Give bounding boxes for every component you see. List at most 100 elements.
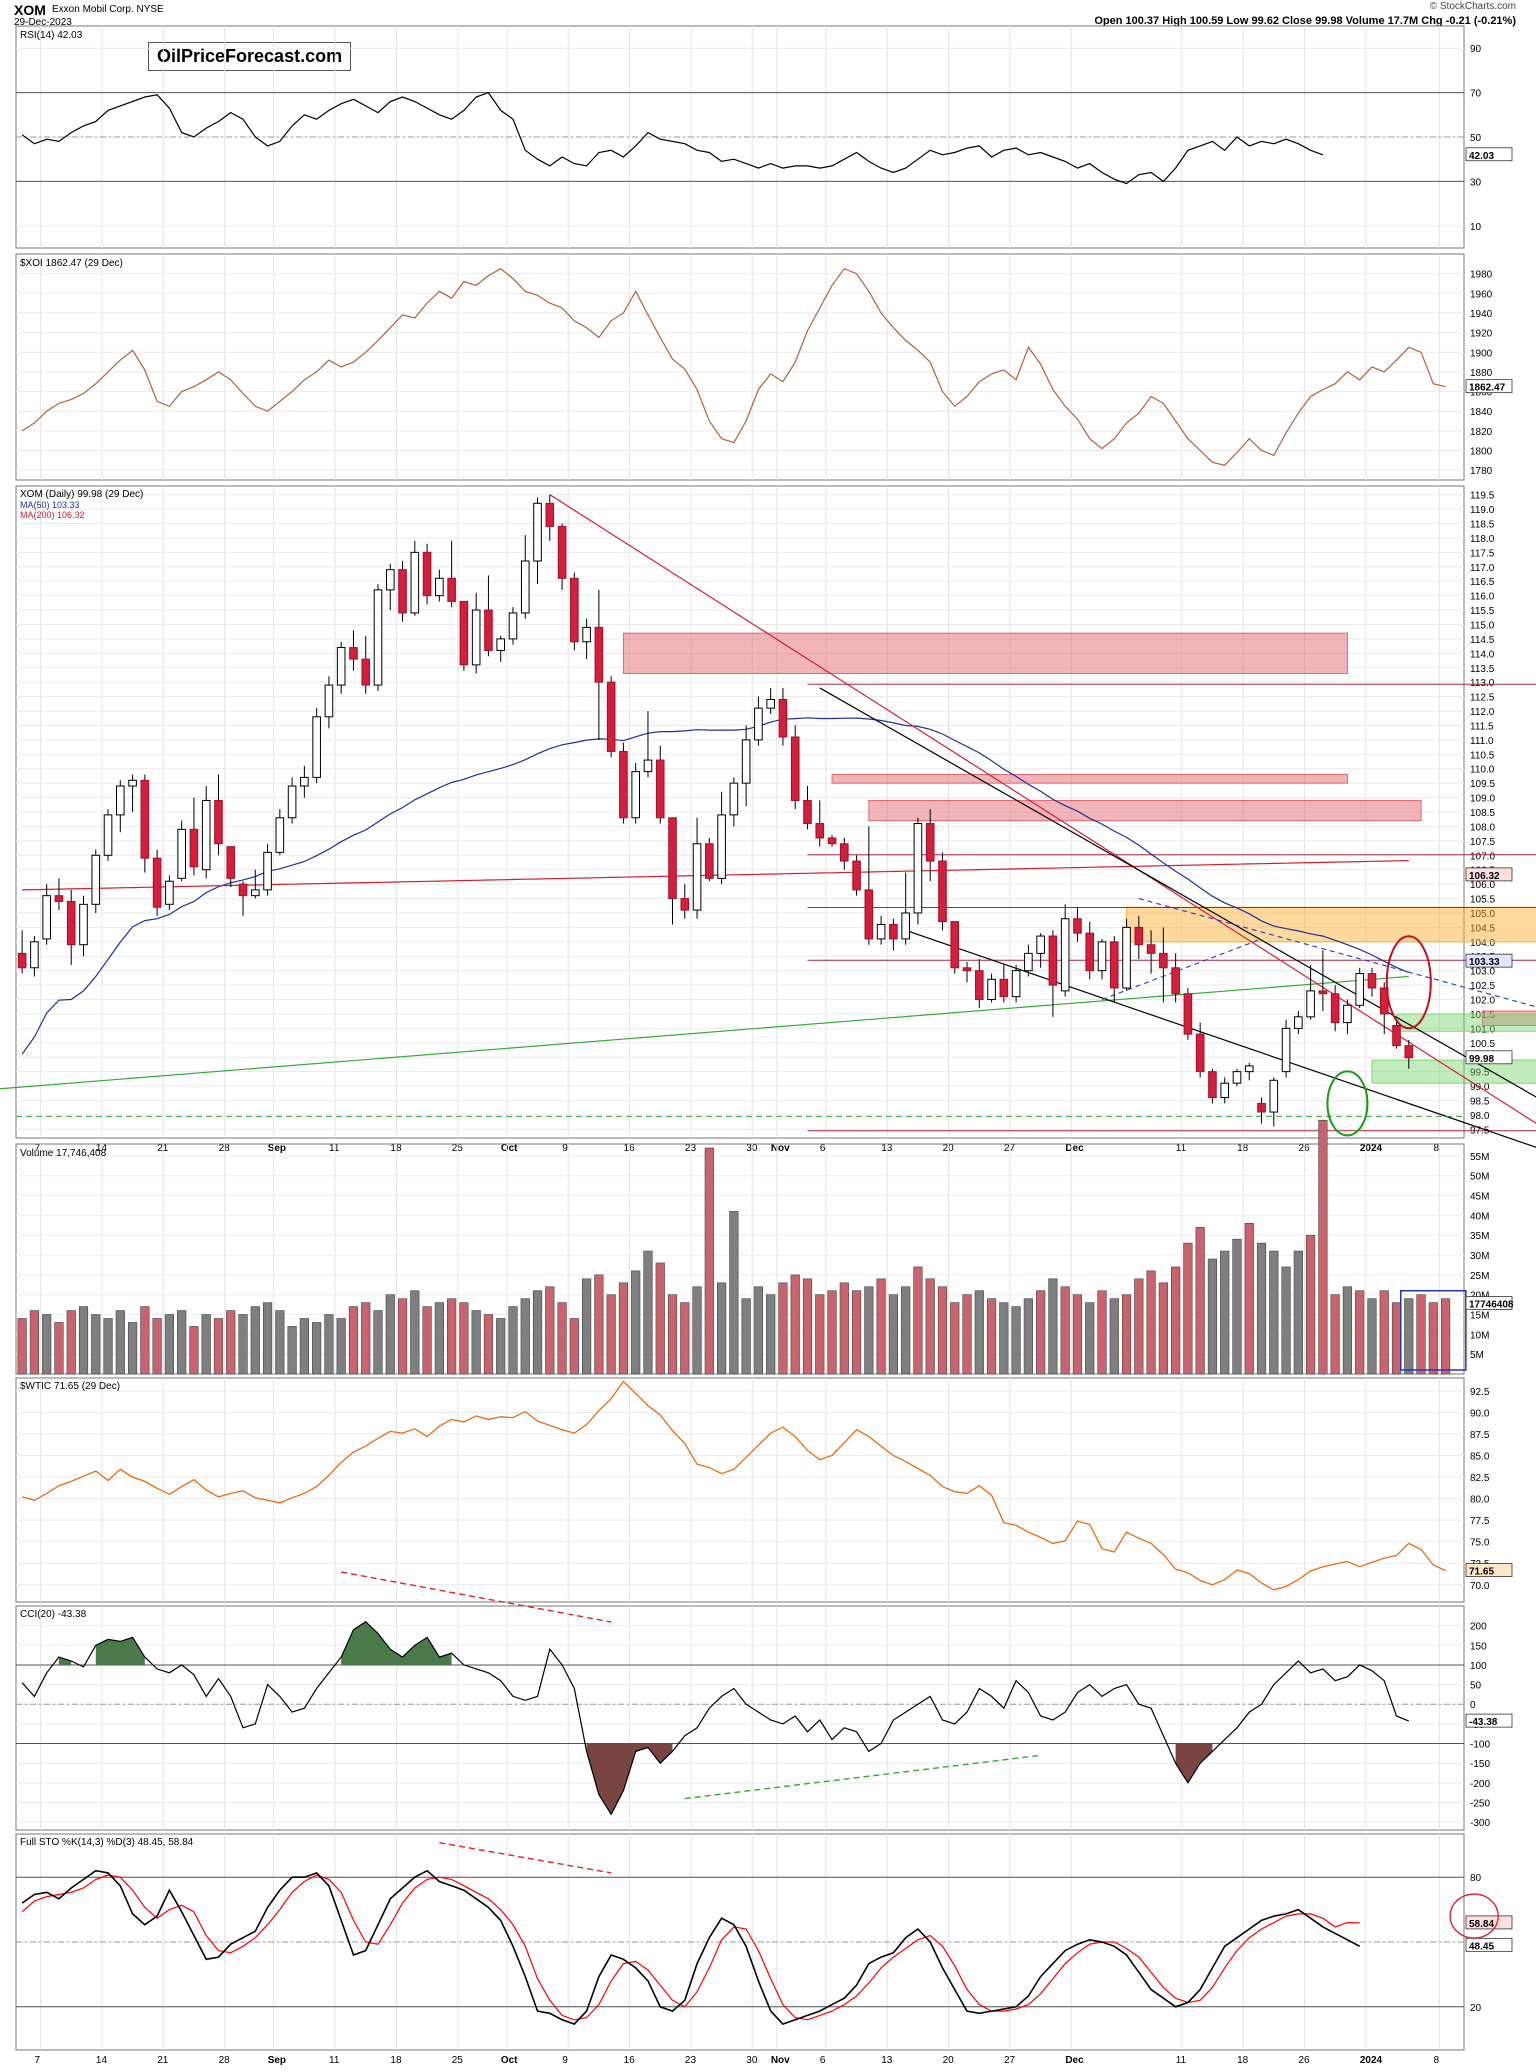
candle-body xyxy=(1208,1071,1217,1099)
volume-bar xyxy=(1330,1294,1340,1375)
price-ytick: 110.5 xyxy=(1470,750,1495,761)
price-ytick: 113.0 xyxy=(1470,678,1495,689)
uptrend-line xyxy=(0,975,1409,1090)
volume-ytick: 25M xyxy=(1470,1271,1489,1282)
candle-body xyxy=(790,736,800,801)
candle-body xyxy=(1269,1079,1279,1113)
volume-bar xyxy=(839,1282,849,1375)
cci-oversold-fill xyxy=(586,1743,673,1815)
volume-bar xyxy=(532,1290,543,1375)
candle-body xyxy=(1220,1082,1230,1099)
volume-bar xyxy=(177,1310,187,1375)
volume-bar xyxy=(1244,1223,1254,1375)
wtic-last-value: 71.65 xyxy=(1469,1567,1494,1578)
candle-body xyxy=(582,626,591,643)
xoi-ytick: 1980 xyxy=(1470,270,1493,281)
candle-body xyxy=(643,759,653,773)
rsi-ytick: 90 xyxy=(1470,44,1482,55)
volume-bar xyxy=(1342,1286,1353,1375)
candle-body xyxy=(901,912,910,940)
x-axis-label: 30 xyxy=(746,2055,758,2066)
quote-summary: Open 100.37 High 100.59 Low 99.62 Close … xyxy=(1094,15,1516,27)
volume-bar xyxy=(606,1294,616,1375)
cci-last-value-box xyxy=(1465,1713,1513,1728)
candle-body xyxy=(533,502,542,562)
volume-bar xyxy=(1207,1258,1218,1375)
volume-bar xyxy=(103,1318,113,1375)
candle-body xyxy=(913,823,923,914)
volume-bar xyxy=(692,1286,702,1375)
candle-body xyxy=(459,600,469,666)
candle-body xyxy=(435,577,444,597)
price-ytick: 104.5 xyxy=(1470,923,1495,934)
wtic-frame xyxy=(15,1377,1465,1603)
exchange-label: NYSE xyxy=(136,4,164,15)
volume-bar xyxy=(17,1318,27,1375)
volume-bar xyxy=(226,1310,236,1375)
volume-bar xyxy=(876,1278,886,1375)
xoi-ytick: 1920 xyxy=(1470,329,1493,340)
x-axis-label: 6 xyxy=(820,1143,826,1154)
candle-body xyxy=(349,647,358,660)
candle-body xyxy=(680,898,690,911)
volume-bar xyxy=(373,1310,383,1375)
cci-ytick: 200 xyxy=(1470,1622,1487,1633)
volume-bar xyxy=(741,1298,751,1375)
candle-body xyxy=(1232,1071,1242,1084)
candle-body xyxy=(803,799,812,825)
price-last-value: 99.98 xyxy=(1469,1054,1494,1065)
resistance-zone xyxy=(622,632,1348,675)
volume-bar xyxy=(496,1318,506,1375)
x-axis-label: 2024 xyxy=(1360,2055,1383,2066)
volume-bar xyxy=(569,1318,579,1375)
volume-bar xyxy=(1011,1306,1021,1375)
volume-bar xyxy=(864,1286,874,1375)
volume-bar xyxy=(385,1294,395,1375)
cci-ytick: 100 xyxy=(1470,1661,1487,1672)
x-axis-label: 14 xyxy=(96,2055,108,2066)
xoi-ytick: 1860 xyxy=(1470,388,1493,399)
candle-body xyxy=(925,823,935,862)
xoi-ytick: 1780 xyxy=(1470,466,1493,477)
candle-body xyxy=(1343,1004,1352,1024)
price-ytick: 116.0 xyxy=(1470,592,1495,603)
channel-line xyxy=(819,687,1536,1098)
x-axis-label: Nov xyxy=(771,2055,790,2066)
volume-ytick: 10M xyxy=(1470,1330,1489,1341)
xoi-ytick: 1800 xyxy=(1470,447,1493,458)
candle-body xyxy=(484,609,493,651)
ma200-line xyxy=(22,860,1409,891)
price-ytick: 111.5 xyxy=(1470,721,1494,732)
x-axis-label: 11 xyxy=(1176,2055,1187,2066)
volume-bar xyxy=(262,1302,273,1375)
volume-bar xyxy=(238,1314,248,1375)
sto-divergence-line xyxy=(439,1841,612,1874)
volume-bar xyxy=(962,1294,972,1375)
cci-overbought-fill xyxy=(341,1621,452,1665)
price-ytick: 116.5 xyxy=(1470,577,1495,588)
candle-body xyxy=(1024,952,1033,972)
volume-ytick: 20M xyxy=(1470,1291,1489,1302)
volume-bar xyxy=(913,1266,923,1375)
volume-frame xyxy=(15,1143,1465,1375)
x-axis-label: 11 xyxy=(329,1143,340,1154)
cci-last-value: -43.38 xyxy=(1469,1717,1498,1728)
candle-body xyxy=(1367,973,1377,989)
candle-body xyxy=(520,560,530,614)
x-axis-label: 21 xyxy=(157,2055,169,2066)
volume-bar xyxy=(594,1274,604,1375)
wtic-ytick: 70.0 xyxy=(1470,1581,1490,1592)
cci-divergence-line xyxy=(684,1754,1041,1800)
volume-bar xyxy=(115,1310,125,1375)
candle-body xyxy=(889,924,898,940)
volume-ytick: 50M xyxy=(1470,1172,1489,1183)
volume-bar xyxy=(250,1306,260,1375)
candle-body xyxy=(1134,926,1144,946)
x-axis-label: 26 xyxy=(1298,2055,1310,2066)
cci-ytick: -250 xyxy=(1470,1798,1490,1809)
price-ytick: 119.5 xyxy=(1470,491,1495,502)
candle-body xyxy=(545,502,555,527)
candle-body xyxy=(1195,1033,1205,1073)
candle-body xyxy=(606,681,616,752)
divergence-line xyxy=(341,1571,612,1623)
